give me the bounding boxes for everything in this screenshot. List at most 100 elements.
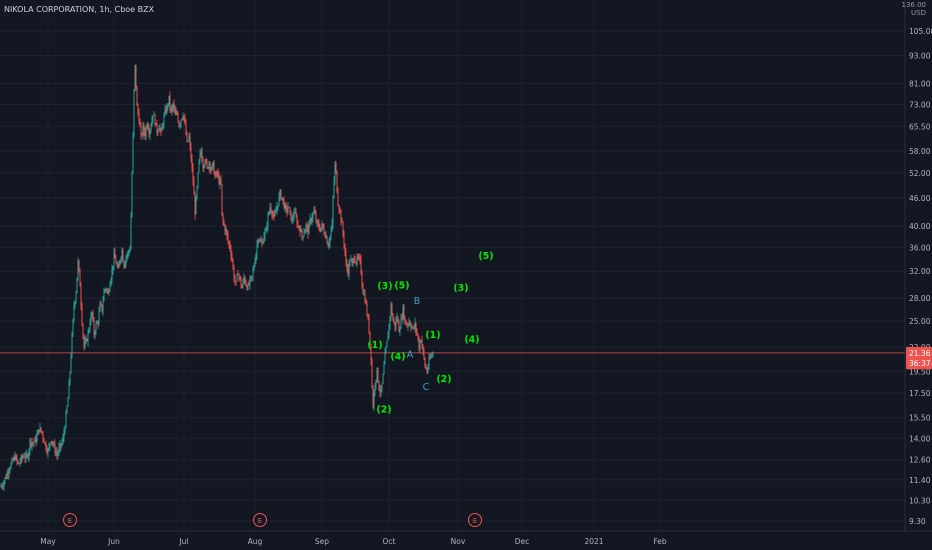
candle-body [141,134,143,136]
candle-body [252,270,254,277]
candle-body [112,265,114,270]
candle-body [144,131,146,137]
candle-body [258,239,260,241]
candle-body [82,324,84,336]
candle-body [148,129,150,135]
y-tick-label: 73.00 [909,100,931,109]
candle-body [212,162,214,165]
candle-body [303,233,305,237]
candle-body [0,485,2,488]
y-tick-label: 36.00 [909,243,931,252]
candle-body [232,259,234,268]
y-tick-label: 32.00 [909,267,931,276]
candle-body [61,441,63,446]
candle-body [283,199,285,208]
candle-body [229,244,231,249]
candle-body [249,277,251,285]
axis-top-value: 136.00 [901,1,927,9]
candle-body [306,224,308,227]
candle-body [219,180,221,184]
candle-body [22,456,24,459]
candle-body [65,412,67,428]
candle-body [74,301,76,307]
earnings-letter: E [473,517,477,525]
candle-body [425,366,427,369]
wave-label: (5) [394,280,409,291]
candle-body [388,324,390,336]
time-axis[interactable]: May Jun Jul Aug Sep Oct Nov Dec 2021 Feb [0,530,932,546]
y-tick-label: 46.00 [909,194,931,203]
candle-body [255,254,257,262]
candle-body [71,335,73,357]
wave-label: (4) [390,351,405,362]
candle-body [302,236,304,238]
candle-body [404,318,406,320]
candle-body [132,135,134,174]
candle-body [420,340,422,343]
candle-body [418,339,420,350]
candle-body [25,454,27,459]
candle-body [33,441,35,444]
candle-body [423,349,425,358]
price-axis[interactable]: 105.00 93.00 81.00 73.00 65.50 58.00 52.00 46.0… [904,0,932,550]
candle-body [187,140,189,142]
candle-body [317,220,319,225]
candle-body [337,192,339,206]
wave-label: (1) [425,330,440,341]
candle-body [377,368,379,382]
candle-body [73,306,75,320]
candle-body [106,288,108,291]
candle-body [408,321,410,325]
candle-body [403,306,405,319]
candle-body [63,432,65,438]
candle-body [381,383,383,390]
candle-body [8,470,10,474]
candle-body [314,210,316,215]
candle-body [321,223,323,228]
candle-body [108,291,110,294]
candle-body [213,162,215,175]
candle-body [83,335,85,347]
candle-body [292,217,294,220]
y-tick-label: 15.50 [909,414,931,423]
candle-body [57,452,59,456]
candle-body [380,389,382,392]
y-tick-label: 25.00 [909,317,931,326]
candle-body [44,442,46,444]
candle-body [216,172,218,173]
candle-body [340,210,342,222]
candle-body [284,204,286,208]
candle-body [161,126,163,132]
candle-body [266,226,268,229]
candle-body [149,129,151,135]
candle-body [390,304,392,318]
candle-body [214,174,216,177]
candle-body [256,244,258,255]
price-tag-label: 36:37 [909,359,931,368]
candle-body [62,437,64,442]
candle-body [79,270,81,287]
candle-body [88,328,90,333]
candle-body [356,257,358,264]
candle-body [189,136,191,146]
candle-body [137,105,139,114]
candle-body [94,332,96,335]
candle-body [50,441,52,444]
candle-body [153,114,155,116]
candle-body [244,277,246,283]
candle-body [406,324,408,327]
candle-body [95,323,97,333]
candle-body [345,253,347,264]
candle-body [128,250,130,252]
candle-body [182,115,184,119]
candle-body [417,333,419,340]
candle-body [58,447,60,453]
candle-body [150,126,152,130]
candle-body [311,217,313,222]
x-tick-label: 2021 [584,537,603,546]
candle-body [350,260,352,261]
candle-body [373,392,375,407]
candle-body [11,459,13,464]
candle-body [332,196,334,224]
